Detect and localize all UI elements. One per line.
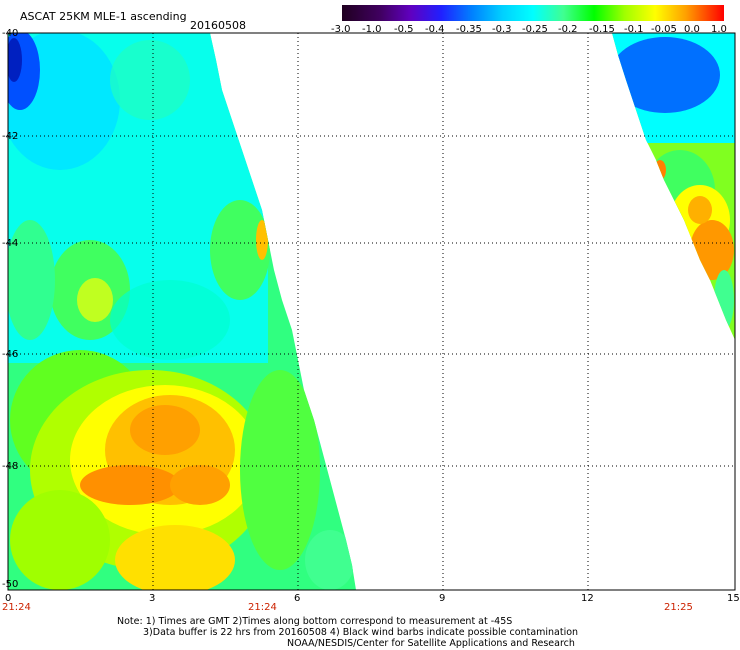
time-label: 21:24 (2, 602, 31, 613)
colorbar-label: -1.0 (362, 24, 382, 35)
lon-label: 6 (294, 593, 301, 604)
colorbar-label: -0.2 (558, 24, 578, 35)
colorbar (342, 5, 724, 21)
map-title: ASCAT 25KM MLE-1 ascending (20, 10, 187, 23)
note-line-3: NOAA/NESDIS/Center for Satellite Applica… (287, 638, 575, 649)
time-label: 21:24 (248, 602, 277, 613)
map-date: 20160508 (190, 19, 246, 32)
lon-label: 15 (727, 593, 740, 604)
lat-label: -40 (2, 28, 19, 39)
colorbar-label: -0.05 (651, 24, 677, 35)
colorbar-label: -0.3 (492, 24, 512, 35)
lat-label: -48 (2, 461, 19, 472)
lat-label: -42 (2, 131, 19, 142)
swath-right (612, 33, 735, 340)
lat-label: -44 (2, 238, 19, 249)
colorbar-label: -0.4 (425, 24, 445, 35)
lon-label: 12 (581, 593, 594, 604)
colorbar-label: -0.5 (394, 24, 414, 35)
swath-left (8, 33, 356, 590)
colorbar-label: -0.1 (624, 24, 644, 35)
colorbar-label: -3.0 (331, 24, 351, 35)
lon-label: 0 (5, 593, 12, 604)
lat-label: -50 (2, 579, 19, 590)
lon-label: 3 (149, 593, 156, 604)
time-label: 21:25 (664, 602, 693, 613)
colorbar-label: 0.0 (684, 24, 700, 35)
lat-label: -46 (2, 349, 19, 360)
note-line-2: 3)Data buffer is 22 hrs from 20160508 4)… (143, 627, 579, 638)
lon-gridlines (152, 33, 589, 590)
colorbar-label: -0.25 (522, 24, 548, 35)
note-line-1: Note: 1) Times are GMT 2)Times along bot… (117, 616, 513, 627)
plot-frame (7, 32, 736, 591)
colorbar-label: -0.35 (456, 24, 482, 35)
lon-label: 9 (439, 593, 446, 604)
colorbar-label: -0.15 (589, 24, 615, 35)
colorbar-label: 1.0 (711, 24, 727, 35)
